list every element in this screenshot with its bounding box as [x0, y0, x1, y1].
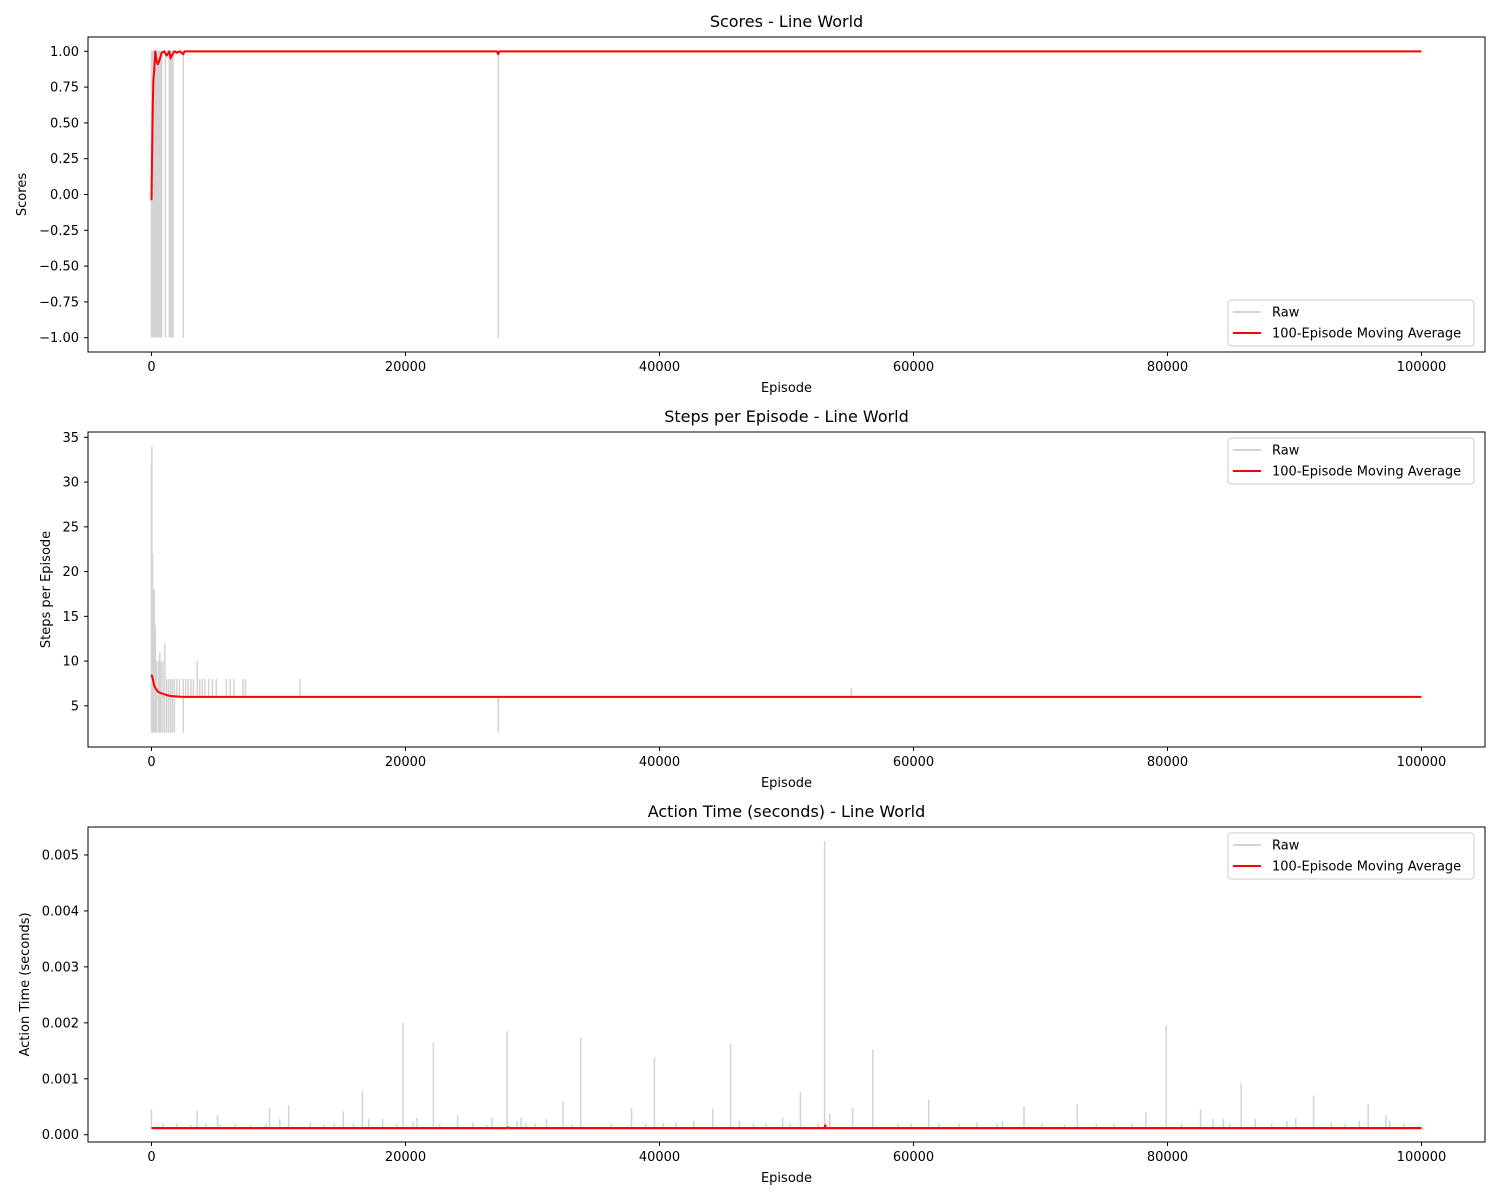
legend-frame [1227, 437, 1475, 485]
chart-title: Action Time (seconds) - Line World [648, 802, 926, 821]
y-tick-label: 0.00 [50, 188, 79, 203]
x-axis-label: Episode [761, 776, 812, 791]
legend: Raw 100-Episode Moving Average [1227, 437, 1475, 485]
y-tick-label: −0.25 [39, 224, 79, 239]
axes-frame [87, 826, 1486, 1143]
chart-panel-3: 0 20000 40000 60000 80000 100000 0.000 0.001 0.0… [18, 802, 1486, 1186]
y-tick-label: 0.002 [42, 1016, 79, 1031]
x-tick-label: 40000 [639, 1150, 680, 1165]
legend-raw-label: Raw [1272, 444, 1300, 459]
y-tick-label: −0.50 [39, 260, 79, 275]
y-tick-label: 5 [71, 699, 79, 714]
moving-average-line [150, 50, 1422, 201]
y-tick-label: 20 [62, 565, 79, 580]
plot-area [150, 840, 1422, 1130]
chart-panel-1: 0 20000 40000 60000 80000 100000 −1.00 −0.75 −0.… [15, 12, 1486, 396]
chart-panel-2: 0 20000 40000 60000 80000 100000 5 10 15 20 25 30 35… [39, 407, 1486, 791]
y-axis-label: Scores [15, 173, 30, 216]
x-tick-label: 100000 [1397, 360, 1447, 375]
y-tick-label: 25 [62, 520, 79, 535]
y-tick-label: 0.50 [50, 116, 79, 131]
y-tick-label: 1.00 [50, 45, 79, 60]
legend-moving-average-label: 100-Episode Moving Average [1272, 860, 1461, 875]
y-axis-label: Action Time (seconds) [18, 912, 33, 1056]
plot-area [150, 446, 1422, 733]
moving-average-line [151, 1124, 1422, 1130]
legend: Raw 100-Episode Moving Average [1227, 299, 1475, 347]
legend-moving-average-label: 100-Episode Moving Average [1272, 327, 1461, 342]
x-tick-label: 20000 [385, 1150, 426, 1165]
x-tick-label: 40000 [639, 755, 680, 770]
x-tick-label: 40000 [639, 360, 680, 375]
y-tick-label: 0.000 [42, 1128, 79, 1143]
y-tick-label: 30 [62, 476, 79, 491]
legend-moving-average-label: 100-Episode Moving Average [1272, 465, 1461, 480]
legend: Raw 100-Episode Moving Average [1227, 832, 1475, 880]
x-axis-label: Episode [761, 381, 812, 396]
y-tick-label: 0.004 [42, 904, 79, 919]
y-tick-label: 10 [62, 655, 79, 670]
y-tick-label: 35 [62, 431, 79, 446]
y-tick-label: 0.005 [42, 848, 79, 863]
x-tick-label: 0 [147, 755, 155, 770]
legend-frame [1227, 832, 1475, 880]
y-tick-label: −0.75 [39, 295, 79, 310]
plot-area [150, 50, 1422, 338]
legend-raw-label: Raw [1272, 839, 1300, 854]
x-tick-label: 0 [147, 360, 155, 375]
y-tick-label: 15 [62, 610, 79, 625]
y-tick-label: 0.75 [50, 81, 79, 96]
x-tick-label: 80000 [1147, 755, 1188, 770]
y-tick-label: 0.001 [42, 1072, 79, 1087]
x-tick-label: 0 [147, 1150, 155, 1165]
x-tick-label: 100000 [1397, 1150, 1447, 1165]
axes-frame [87, 431, 1486, 748]
x-tick-label: 60000 [893, 360, 934, 375]
y-tick-label: 0.003 [42, 960, 79, 975]
y-axis-label: Steps per Episode [39, 531, 54, 648]
x-tick-label: 60000 [893, 755, 934, 770]
x-tick-label: 20000 [385, 755, 426, 770]
moving-average-line [150, 674, 1422, 698]
y-tick-label: −1.00 [39, 331, 79, 346]
x-tick-label: 20000 [385, 360, 426, 375]
x-tick-label: 100000 [1397, 755, 1447, 770]
legend-frame [1227, 299, 1475, 347]
y-tick-label: 0.25 [50, 152, 79, 167]
x-tick-label: 80000 [1147, 1150, 1188, 1165]
chart-title: Steps per Episode - Line World [664, 407, 909, 426]
x-tick-label: 80000 [1147, 360, 1188, 375]
chart-title: Scores - Line World [710, 12, 863, 31]
x-axis-label: Episode [761, 1171, 812, 1186]
x-tick-label: 60000 [893, 1150, 934, 1165]
legend-raw-label: Raw [1272, 306, 1300, 321]
